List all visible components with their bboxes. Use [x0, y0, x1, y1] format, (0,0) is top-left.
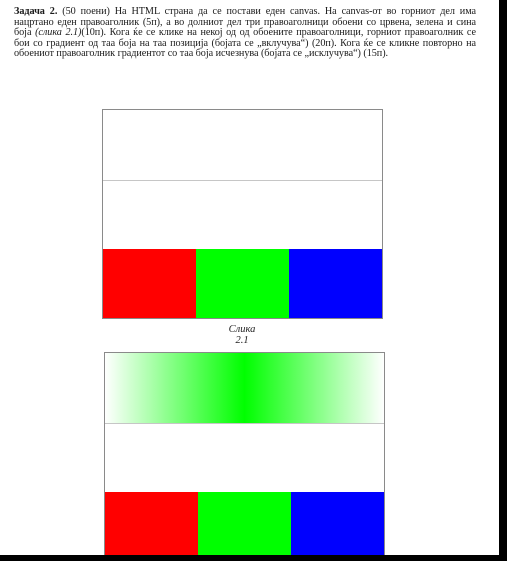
- top-rectangle-border: [103, 180, 382, 181]
- task-text-part-2: (10п). Кога ќе се клике на некој од од о…: [14, 27, 476, 60]
- figure-gradient-canvas: [104, 352, 385, 555]
- screen-edge-right: [499, 0, 507, 561]
- green-rectangle: [196, 249, 289, 318]
- green-rectangle: [198, 492, 291, 555]
- figure-reference: (слика 2.1): [35, 27, 82, 39]
- red-rectangle: [103, 249, 196, 318]
- task-text-part-1: На HTML страна да се постави еден canvas…: [14, 6, 477, 39]
- task-paragraph: Задача 2. (50 поени) На HTML страна да с…: [14, 6, 477, 60]
- top-rectangle-border: [105, 423, 384, 424]
- red-rectangle: [105, 492, 198, 555]
- blue-rectangle: [291, 492, 384, 555]
- document-page: Задача 2. (50 поени) На HTML страна да с…: [0, 0, 499, 555]
- figure-2-1-canvas: [102, 109, 383, 319]
- figure-caption: Слика 2.1: [228, 324, 256, 346]
- blue-rectangle: [289, 249, 382, 318]
- task-points: (50 поени): [62, 6, 110, 17]
- screen-edge-bottom: [0, 555, 507, 561]
- task-title: Задача 2.: [14, 6, 58, 17]
- green-gradient-rectangle: [105, 353, 384, 423]
